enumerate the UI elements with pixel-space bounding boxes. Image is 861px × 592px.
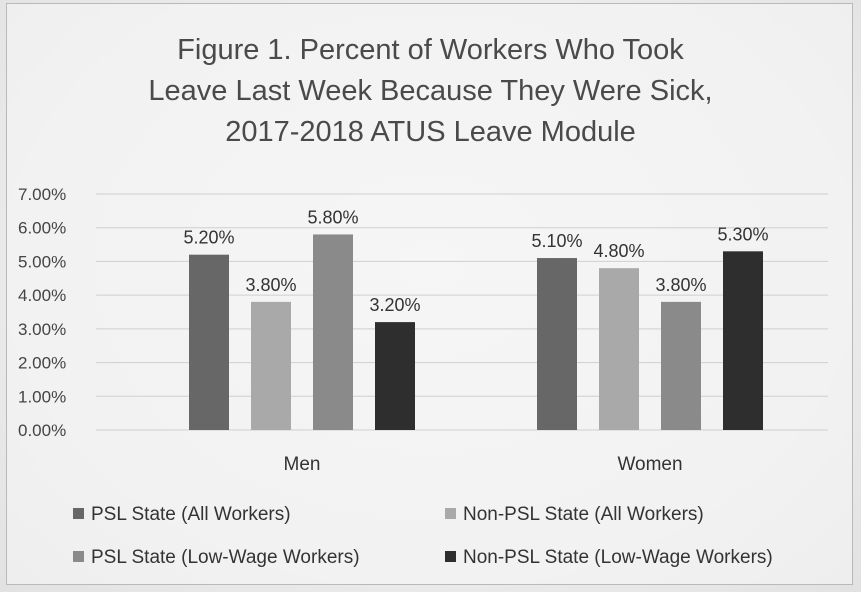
data-label: 5.10%: [531, 231, 582, 251]
y-tick-label: 5.00%: [18, 252, 66, 271]
legend-item-4: Non-PSL State (Low-Wage Workers): [445, 547, 773, 569]
bar: [537, 258, 577, 430]
y-tick-label: 6.00%: [18, 219, 66, 238]
bar: [189, 254, 229, 430]
legend-item-3: PSL State (Low-Wage Workers): [73, 547, 360, 569]
legend-swatch-3: [73, 551, 84, 562]
y-tick-label: 2.00%: [18, 354, 66, 373]
chart-title-line-2: Leave Last Week Because They Were Sick,: [148, 75, 713, 107]
chart-title-line-1: Figure 1. Percent of Workers Who Took: [177, 34, 684, 66]
legend-swatch-4: [445, 551, 456, 562]
y-tick-label: 7.00%: [18, 185, 66, 204]
data-label: 3.20%: [369, 295, 420, 315]
chart-frame: [6, 3, 853, 585]
legend-label-3: PSL State (Low-Wage Workers): [91, 547, 360, 568]
bar: [723, 251, 763, 430]
legend-swatch-2: [445, 508, 456, 519]
bar: [599, 268, 639, 430]
y-tick-label: 1.00%: [18, 387, 66, 406]
bar: [251, 301, 291, 430]
legend-label-2: Non-PSL State (All Workers): [463, 504, 704, 525]
legend-swatch-1: [73, 508, 84, 519]
data-label: 4.80%: [593, 241, 644, 261]
legend-item-2: Non-PSL State (All Workers): [445, 504, 704, 526]
data-label: 5.30%: [717, 224, 768, 244]
x-category-label: Men: [284, 454, 321, 475]
bar: [375, 322, 415, 430]
y-tick-label: 4.00%: [18, 286, 66, 305]
y-tick-label: 0.00%: [18, 421, 66, 440]
data-label: 5.80%: [307, 207, 358, 227]
legend-label-4: Non-PSL State (Low-Wage Workers): [463, 547, 773, 568]
chart-title-line-3: 2017-2018 ATUS Leave Module: [225, 116, 636, 148]
bar: [313, 234, 353, 430]
x-category-label: Women: [617, 454, 682, 475]
legend-item-1: PSL State (All Workers): [73, 504, 291, 526]
data-label: 3.80%: [245, 275, 296, 295]
data-label: 3.80%: [655, 275, 706, 295]
data-label: 5.20%: [183, 228, 234, 248]
chart-title: Figure 1. Percent of Workers Who Took Le…: [0, 30, 861, 153]
legend-label-1: PSL State (All Workers): [91, 504, 291, 525]
bar: [661, 301, 701, 430]
y-tick-label: 3.00%: [18, 320, 66, 339]
